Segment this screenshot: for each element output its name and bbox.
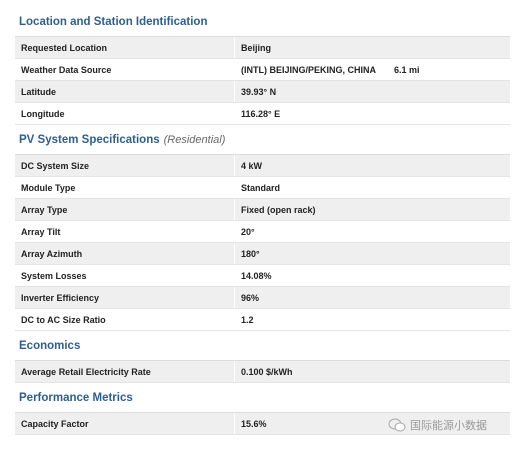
row-value: 39.93° N (235, 81, 510, 102)
section-title: Economics (19, 339, 81, 352)
label-text: Average Retail Electricity Rate (21, 366, 151, 377)
value-text: Fixed (open rack) (241, 204, 316, 215)
value-extra: 6.1 mi (394, 64, 420, 75)
table-row: Array Azimuth 180° (15, 243, 510, 265)
label-text: Latitude (21, 86, 56, 97)
row-label: Average Retail Electricity Rate (15, 361, 235, 382)
label-text: Array Tilt (21, 226, 61, 237)
row-label: Requested Location (15, 37, 235, 58)
row-value: 20° (235, 221, 510, 242)
row-label: Array Azimuth (15, 243, 235, 264)
section-title: Location and Station Identification (19, 15, 208, 28)
section-header: PV System Specifications (Residential) (15, 125, 510, 155)
row-label: Array Type (15, 199, 235, 220)
table-row: Capacity Factor 15.6% (15, 413, 510, 435)
row-label: Weather Data Source (15, 59, 235, 80)
row-label: Capacity Factor (15, 413, 235, 434)
value-text: 4 kW (241, 160, 263, 171)
value-text: (INTL) BEIJING/PEKING, CHINA (241, 64, 377, 75)
value-text: 180° (241, 248, 260, 259)
row-value: Fixed (open rack) (235, 199, 510, 220)
value-text: Standard (241, 182, 281, 193)
section-title: Performance Metrics (19, 391, 133, 404)
section-title: PV System Specifications (19, 133, 160, 146)
row-label: Latitude (15, 81, 235, 102)
section-header: Location and Station Identification (15, 7, 510, 37)
label-text: DC System Size (21, 160, 90, 171)
value-text: Beijing (241, 42, 272, 53)
row-label: DC System Size (15, 155, 235, 176)
label-text: Module Type (21, 182, 76, 193)
row-value: 96% (235, 287, 510, 308)
label-text: System Losses (21, 270, 87, 281)
row-value: 15.6% (235, 413, 510, 434)
row-value: 14.08% (235, 265, 510, 286)
watermark-icon (388, 418, 406, 432)
label-text: Inverter Efficiency (21, 292, 100, 303)
value-text: 15.6% (241, 418, 267, 429)
section-subtitle: (Residential) (163, 133, 226, 146)
row-value: 1.2 (235, 309, 510, 330)
table-row: DC System Size 4 kW (15, 155, 510, 177)
row-label: System Losses (15, 265, 235, 286)
table-row: Average Retail Electricity Rate 0.100 $/k… (15, 361, 510, 383)
label-text: Capacity Factor (21, 418, 89, 429)
table-row: Requested Location Beijing (15, 37, 510, 59)
value-text: 1.2 (241, 314, 254, 325)
table-row: System Losses 14.08% (15, 265, 510, 287)
row-label: Inverter Efficiency (15, 287, 235, 308)
label-text: Requested Location (21, 42, 108, 53)
table-row: Latitude 39.93° N (15, 81, 510, 103)
table-row: Array Type Fixed (open rack) (15, 199, 510, 221)
label-text: Weather Data Source (21, 64, 112, 75)
row-value: 116.28° E (235, 103, 510, 124)
row-value: Standard (235, 177, 510, 198)
table-row: Longitude 116.28° E (15, 103, 510, 125)
value-text: 116.28° E (241, 108, 281, 119)
section-header: Performance Metrics (15, 383, 510, 413)
value-text: 20° (241, 226, 255, 237)
table-row: DC to AC Size Ratio 1.2 (15, 309, 510, 331)
label-text: Longitude (21, 108, 65, 119)
value-text: 39.93° N (241, 86, 277, 97)
table-row: Inverter Efficiency 96% (15, 287, 510, 309)
table-row: Array Tilt 20° (15, 221, 510, 243)
value-text: 14.08% (241, 270, 272, 281)
label-text: Array Azimuth (21, 248, 83, 259)
label-text: DC to AC Size Ratio (21, 314, 106, 325)
row-value: 0.100 $/kWh (235, 361, 510, 382)
section-header: Economics (15, 331, 510, 361)
row-value: (INTL) BEIJING/PEKING, CHINA 6.1 mi (235, 59, 510, 80)
value-text: 0.100 $/kWh (241, 366, 293, 377)
row-value: 4 kW (235, 155, 510, 176)
row-label: Module Type (15, 177, 235, 198)
table-row: Weather Data Source (INTL) BEIJING/PEKING… (15, 59, 510, 81)
label-text: Array Type (21, 204, 68, 215)
row-label: Array Tilt (15, 221, 235, 242)
row-value: Beijing (235, 37, 510, 58)
row-value: 180° (235, 243, 510, 264)
watermark: 国际能源小数据 (388, 417, 487, 433)
value-text: 96% (241, 292, 260, 303)
watermark-text: 国际能源小数据 (410, 420, 487, 432)
row-label: Longitude (15, 103, 235, 124)
row-label: DC to AC Size Ratio (15, 309, 235, 330)
table-row: Module Type Standard (15, 177, 510, 199)
